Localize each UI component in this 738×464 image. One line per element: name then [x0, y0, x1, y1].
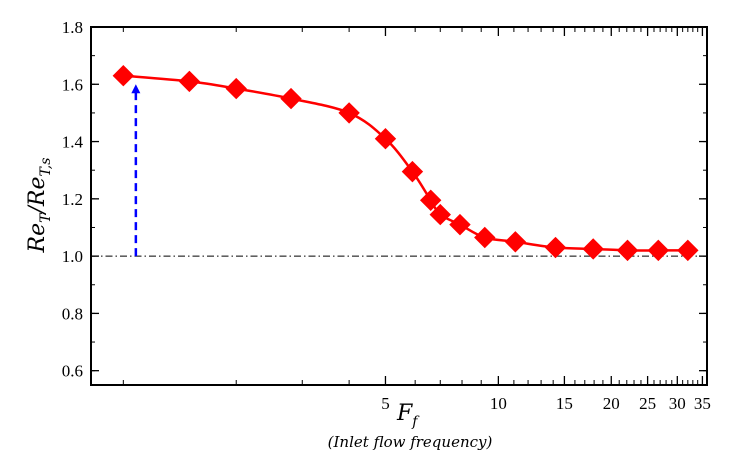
x-tick-label: 20	[603, 394, 620, 413]
data-point-marker	[429, 203, 451, 226]
x-axis-title-main: F	[396, 401, 413, 426]
data-point-marker	[225, 77, 247, 100]
x-tick-label: 35	[694, 394, 711, 413]
y-axis-title-main-2: Re	[25, 176, 50, 207]
x-axis: 5 10 15 20 25 30 35	[122, 27, 711, 413]
data-point-marker	[280, 87, 302, 110]
x-tick-label: 5	[381, 394, 390, 413]
data-point-marker	[647, 239, 670, 262]
y-tick-label: 1.4	[62, 133, 84, 152]
y-tick-label: 0.6	[62, 362, 83, 381]
plot-frame	[90, 26, 708, 386]
y-tick-label: 1.8	[62, 18, 83, 37]
data-point-marker	[449, 213, 471, 236]
y-axis-title: ReT/ReT,s	[25, 158, 54, 254]
x-axis-title-sub: f	[411, 414, 420, 430]
data-point-marker	[504, 231, 527, 253]
annotation-arrow-layer	[131, 84, 141, 257]
y-tick-label: 0.8	[62, 304, 83, 323]
data-point-marker	[419, 189, 442, 211]
y-tick-label: 1.0	[62, 247, 83, 266]
data-point-marker	[544, 236, 567, 259]
data-point-marker	[401, 160, 424, 183]
series-line	[123, 74, 688, 252]
data-point-marker	[677, 239, 699, 262]
x-tick-label: 15	[556, 394, 573, 413]
y-axis-title-den-sub: T,s	[38, 158, 54, 177]
x-tick-label: 10	[490, 394, 507, 413]
y-axis: 0.6 0.8 1.0 1.2 1.4 1.6 1.8	[62, 18, 707, 381]
x-tick-label: 30	[669, 394, 686, 413]
x-tick-label: 25	[639, 394, 656, 413]
data-point-marker	[178, 70, 201, 93]
y-tick-label: 1.2	[62, 190, 83, 209]
series-layer	[112, 64, 699, 262]
data-point-marker	[616, 239, 639, 262]
y-axis-title-main: Re	[25, 223, 50, 254]
data-point-marker	[112, 64, 135, 87]
data-point-marker	[338, 102, 360, 124]
data-point-marker	[374, 127, 397, 150]
x-axis-title: Ff	[396, 401, 420, 430]
annotation-arrow-head	[131, 84, 141, 94]
plot-border	[90, 26, 708, 386]
data-point-marker	[582, 238, 604, 260]
x-axis-note: (Inlet flow frequency)	[328, 433, 493, 451]
y-axis-title-slash: /	[25, 204, 50, 216]
y-tick-label: 1.6	[62, 75, 83, 94]
y-axis-title-num-sub: T	[38, 212, 54, 223]
data-point-marker	[474, 226, 496, 249]
